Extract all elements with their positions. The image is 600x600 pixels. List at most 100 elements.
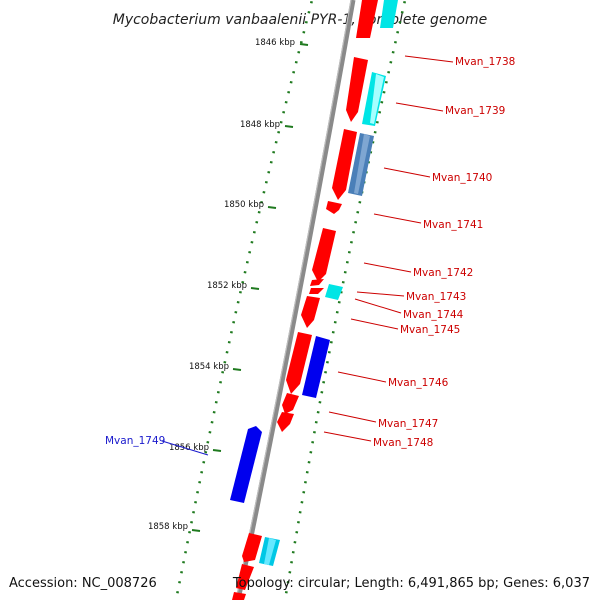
kbp-tick-mark xyxy=(299,43,309,46)
cds-feature[interactable] xyxy=(356,0,378,38)
cds-feature[interactable] xyxy=(236,564,254,590)
label-leader-line xyxy=(356,291,405,297)
cds-feature[interactable] xyxy=(380,0,398,28)
gene-label[interactable]: Mvan_1738 xyxy=(455,56,515,68)
gene-label[interactable]: Mvan_1748 xyxy=(373,437,433,449)
minor-tick xyxy=(322,381,326,384)
inner-tick-ring xyxy=(176,1,313,594)
label-leader-line xyxy=(337,371,387,383)
minor-tick xyxy=(245,261,249,264)
minor-tick xyxy=(343,271,347,274)
minor-tick xyxy=(297,51,301,54)
minor-tick xyxy=(232,321,236,324)
cds-feature[interactable] xyxy=(302,336,330,398)
gene-label[interactable]: Mvan_1741 xyxy=(423,219,483,231)
minor-tick xyxy=(198,481,202,484)
minor-tick xyxy=(287,91,291,94)
cds-feature[interactable] xyxy=(264,538,276,565)
cds-feature[interactable] xyxy=(230,426,262,503)
minor-tick xyxy=(329,341,333,344)
kbp-label: 1846 kbp xyxy=(255,38,295,48)
minor-tick xyxy=(272,151,276,154)
gene-label[interactable]: Mvan_1745 xyxy=(400,324,460,336)
gene-label[interactable]: Mvan_1747 xyxy=(378,418,438,430)
cds-feature[interactable] xyxy=(282,393,299,414)
minor-tick xyxy=(225,351,229,354)
cds-feature[interactable] xyxy=(325,284,343,300)
minor-tick xyxy=(204,451,208,454)
gene-label[interactable]: Mvan_1746 xyxy=(388,377,449,389)
minor-tick xyxy=(186,541,189,544)
minor-tick xyxy=(206,441,210,444)
minor-tick xyxy=(398,21,402,24)
minor-tick xyxy=(324,371,327,374)
gene-label[interactable]: Mvan_1749 xyxy=(105,435,165,447)
minor-tick xyxy=(289,81,293,84)
cds-feature[interactable] xyxy=(309,288,324,294)
minor-tick xyxy=(307,11,311,14)
minor-tick xyxy=(314,421,318,424)
map-title: Mycobacterium vanbaalenii PYR-1, complet… xyxy=(113,12,488,28)
minor-tick xyxy=(354,221,358,224)
cds-feature[interactable] xyxy=(354,134,370,194)
outer-tick-ring xyxy=(284,1,406,594)
cds-feature[interactable] xyxy=(277,412,294,432)
minor-tick xyxy=(274,141,278,144)
minor-tick xyxy=(223,361,227,364)
gene-label[interactable]: Mvan_1740 xyxy=(432,172,492,184)
minor-tick xyxy=(282,111,286,114)
minor-tick xyxy=(331,331,335,334)
cds-feature[interactable] xyxy=(346,57,368,122)
minor-tick xyxy=(279,121,283,124)
minor-tick xyxy=(313,431,316,434)
minor-tick xyxy=(305,471,309,474)
label-leader-line xyxy=(350,318,399,330)
minor-tick xyxy=(387,71,391,74)
cds-feature[interactable] xyxy=(332,129,357,200)
minor-tick xyxy=(318,401,322,404)
cds-feature[interactable] xyxy=(370,74,384,124)
minor-tick xyxy=(267,171,271,174)
minor-tick xyxy=(262,191,266,194)
minor-tick xyxy=(269,161,273,164)
minor-tick xyxy=(257,211,261,214)
minor-tick xyxy=(345,261,349,264)
cds-feature[interactable] xyxy=(301,296,320,328)
minor-tick xyxy=(234,311,238,314)
label-leader-line xyxy=(373,213,422,224)
cds-feature[interactable] xyxy=(232,592,246,600)
minor-tick xyxy=(326,361,329,364)
minor-tick xyxy=(248,251,252,254)
gene-label[interactable]: Mvan_1739 xyxy=(445,105,505,117)
minor-tick xyxy=(350,241,353,244)
cds-feature[interactable] xyxy=(286,332,312,394)
minor-tick xyxy=(194,501,197,504)
genome-info-text: Topology: circular; Length: 6,491,865 bp… xyxy=(232,576,590,591)
kbp-label: 1848 kbp xyxy=(240,120,280,130)
minor-tick xyxy=(192,511,195,514)
minor-tick xyxy=(284,101,288,104)
genome-backbone xyxy=(235,0,356,600)
minor-tick xyxy=(400,11,404,14)
minor-tick xyxy=(230,331,233,334)
cds-feature[interactable] xyxy=(310,279,324,286)
minor-tick xyxy=(227,341,231,344)
kbp-label: 1852 kbp xyxy=(207,281,247,291)
label-leader-line xyxy=(395,102,444,112)
minor-tick xyxy=(356,211,360,214)
minor-tick xyxy=(307,461,311,464)
gene-labels: Mvan_1738 Mvan_1739 Mvan_1740 Mvan_1741 … xyxy=(105,55,515,456)
cds-feature[interactable] xyxy=(242,533,262,562)
gene-label[interactable]: Mvan_1742 xyxy=(413,267,473,279)
label-leader-line xyxy=(354,298,402,314)
cds-feature[interactable] xyxy=(312,228,336,282)
minor-tick xyxy=(347,251,351,254)
kbp-tick-mark xyxy=(250,287,260,290)
cds-feature[interactable] xyxy=(326,201,342,214)
gene-label[interactable]: Mvan_1744 xyxy=(403,309,464,321)
minor-tick xyxy=(337,301,341,304)
kbp-tick-mark xyxy=(284,125,294,128)
kbp-tick-mark xyxy=(267,206,277,209)
gene-features xyxy=(230,0,398,600)
gene-label[interactable]: Mvan_1743 xyxy=(406,291,466,303)
